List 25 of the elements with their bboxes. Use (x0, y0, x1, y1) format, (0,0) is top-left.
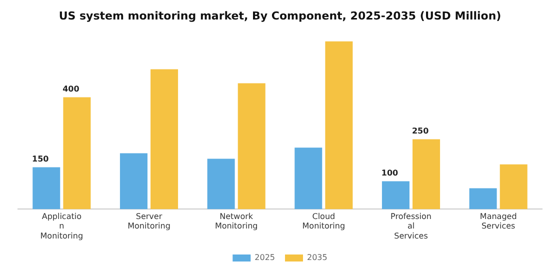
bar (150, 69, 178, 210)
bar (32, 167, 60, 210)
legend-label: 2025 (254, 253, 275, 262)
bar (207, 158, 235, 210)
bar (500, 164, 528, 210)
bar (63, 97, 91, 210)
chart-title: US system monitoring market, By Component, 2025-2035 (USD Million) (58, 9, 502, 22)
bar (412, 139, 440, 210)
data-label: 400 (62, 84, 80, 94)
legend-label: 2035 (307, 253, 328, 262)
bar (325, 41, 353, 210)
x-tick-label: Managed Services (480, 212, 517, 231)
data-label: 100 (381, 168, 398, 178)
bar (294, 148, 322, 210)
x-tick-label: Professional Services (390, 212, 432, 240)
x-tick-label: Application Monitoring (40, 212, 84, 240)
bar (120, 153, 148, 210)
x-tick-label: Server Monitoring (128, 212, 170, 231)
data-label: 250 (412, 126, 430, 136)
x-tick-label: Cloud Monitoring (302, 212, 346, 231)
bar (238, 83, 266, 210)
x-tick-label: Network Monitoring (214, 212, 258, 231)
bar (382, 181, 410, 210)
data-label: 150 (32, 154, 50, 164)
bar (469, 188, 497, 210)
